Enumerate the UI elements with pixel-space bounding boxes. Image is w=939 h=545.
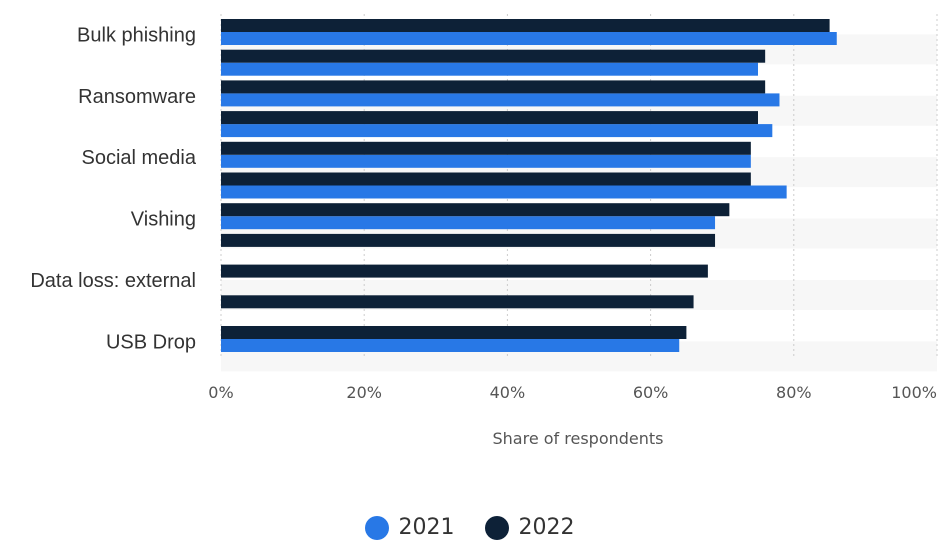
x-axis-title: Share of respondents <box>492 429 663 448</box>
bar-2022[interactable] <box>221 264 708 278</box>
legend-label-2021: 2021 <box>398 515 455 540</box>
category-label: Bulk phishing <box>77 24 196 46</box>
category-labels: Bulk phishing Ransomware Social media Vishi… <box>30 24 197 353</box>
bars <box>221 19 837 352</box>
x-tick-label: 20% <box>346 383 382 402</box>
x-tick-label: 40% <box>490 383 526 402</box>
legend-item-2021[interactable]: 2021 <box>364 515 455 540</box>
bar-chart: Bulk phishing Ransomware Social media Vishi… <box>30 14 938 448</box>
bar-2021[interactable] <box>221 124 773 138</box>
x-tick-label: 100% <box>891 383 937 402</box>
legend-label-2022: 2022 <box>518 515 575 540</box>
bar-2022[interactable] <box>221 326 687 339</box>
bar-2021[interactable] <box>221 185 787 199</box>
bar-2022[interactable] <box>221 233 716 247</box>
bar-2022[interactable] <box>221 141 751 155</box>
category-label: Data loss: external <box>30 270 196 292</box>
bar-2021[interactable] <box>221 216 716 230</box>
bar-2022[interactable] <box>221 295 694 309</box>
bar-2022[interactable] <box>221 203 730 217</box>
bar-2022[interactable] <box>221 19 830 32</box>
bar-2021[interactable] <box>221 62 758 76</box>
legend-marker-2021 <box>364 515 389 540</box>
bar-2021[interactable] <box>221 154 751 168</box>
legend-marker-2022 <box>484 515 509 540</box>
x-tick-label: 80% <box>776 383 812 402</box>
bar-2022[interactable] <box>221 49 766 63</box>
category-label: Social media <box>81 147 196 169</box>
bar-2022[interactable] <box>221 172 751 186</box>
legend-item-2022[interactable]: 2022 <box>484 515 575 540</box>
bar-2021[interactable] <box>221 93 780 107</box>
x-axis-ticks: 0% 20% 40% 60% 80% 100% <box>208 383 937 402</box>
legend: 2021 2022 <box>0 515 939 540</box>
x-tick-label: 0% <box>208 383 233 402</box>
x-tick-label: 60% <box>633 383 669 402</box>
bar-2022[interactable] <box>221 80 766 94</box>
category-label: Ransomware <box>78 86 196 108</box>
category-label: Vishing <box>131 209 196 231</box>
bar-2022[interactable] <box>221 111 758 125</box>
category-label: USB Drop <box>106 331 196 353</box>
bar-2021[interactable] <box>221 339 680 352</box>
bar-2021[interactable] <box>221 32 837 45</box>
